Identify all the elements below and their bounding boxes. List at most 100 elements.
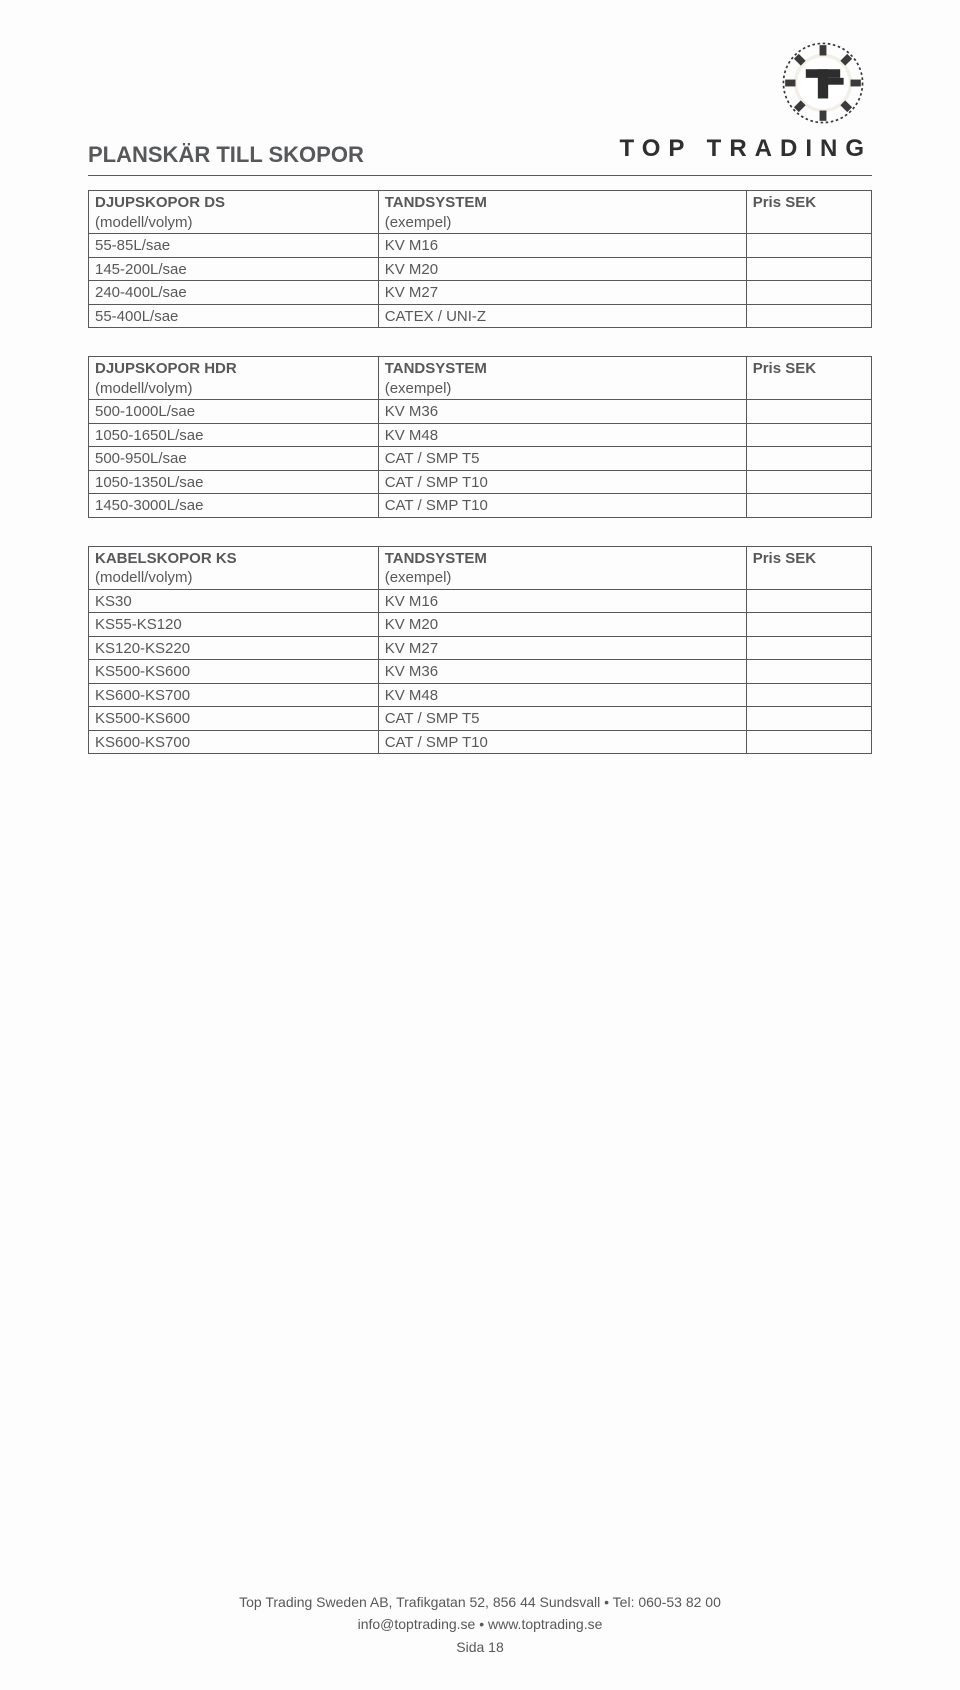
table-cell [746,660,871,684]
table-subheader-cell [746,213,871,234]
table-block: DJUPSKOPOR HDRTANDSYSTEMPris SEK(modell/… [88,356,872,518]
table-cell [746,707,871,731]
table-row: KS120-KS220KV M27 [89,636,872,660]
table-cell: KV M16 [378,234,746,258]
table-cell: KV M27 [378,636,746,660]
table-cell: KV M20 [378,257,746,281]
table-cell [746,423,871,447]
table-row: KS500-KS600CAT / SMP T5 [89,707,872,731]
table-cell [746,281,871,305]
page-footer: Top Trading Sweden AB, Trafikgatan 52, 8… [0,1591,960,1658]
table-subheader-cell: (modell/volym) [89,379,379,400]
footer-line-2: info@toptrading.se • www.toptrading.se [0,1613,960,1635]
table-cell: CAT / SMP T5 [378,707,746,731]
table-cell: CATEX / UNI-Z [378,304,746,328]
table-cell: 55-85L/sae [89,234,379,258]
table-row: 1050-1650L/saeKV M48 [89,423,872,447]
table-header-cell: Pris SEK [746,546,871,568]
title-underline [88,175,872,176]
table-cell: 1050-1650L/sae [89,423,379,447]
table-row: KS600-KS700CAT / SMP T10 [89,730,872,754]
table-header-cell: TANDSYSTEM [378,191,746,213]
table-subheader-cell: (modell/volym) [89,568,379,589]
table-row: KS500-KS600KV M36 [89,660,872,684]
table-cell [746,470,871,494]
table-header-cell: TANDSYSTEM [378,546,746,568]
table-subheader-cell [746,568,871,589]
table-cell: CAT / SMP T5 [378,447,746,471]
table-subheader-cell: (modell/volym) [89,213,379,234]
table-cell: CAT / SMP T10 [378,494,746,518]
table-cell [746,400,871,424]
table-subheader-cell: (exempel) [378,213,746,234]
table-header-cell: DJUPSKOPOR DS [89,191,379,213]
table-cell: KV M36 [378,660,746,684]
table-cell [746,636,871,660]
table-subheader-cell [746,379,871,400]
table-cell: KS500-KS600 [89,707,379,731]
table-subheader-row: (modell/volym)(exempel) [89,213,872,234]
table-cell: KV M48 [378,683,746,707]
table-subheader-cell: (exempel) [378,379,746,400]
table-row: 240-400L/saeKV M27 [89,281,872,305]
table-row: 55-85L/saeKV M16 [89,234,872,258]
table-subheader-row: (modell/volym)(exempel) [89,379,872,400]
brand-name: TOP TRADING [620,135,872,163]
data-table: KABELSKOPOR KSTANDSYSTEMPris SEK(modell/… [88,546,872,755]
table-cell: 145-200L/sae [89,257,379,281]
table-block: DJUPSKOPOR DSTANDSYSTEMPris SEK(modell/v… [88,190,872,328]
table-block: KABELSKOPOR KSTANDSYSTEMPris SEK(modell/… [88,546,872,755]
table-header-cell: Pris SEK [746,191,871,213]
table-cell [746,613,871,637]
table-subheader-row: (modell/volym)(exempel) [89,568,872,589]
table-cell: 1050-1350L/sae [89,470,379,494]
tables-container: DJUPSKOPOR DSTANDSYSTEMPris SEK(modell/v… [88,190,872,754]
table-cell [746,447,871,471]
table-cell: KV M20 [378,613,746,637]
table-cell: KS55-KS120 [89,613,379,637]
table-cell: KV M16 [378,589,746,613]
data-table: DJUPSKOPOR DSTANDSYSTEMPris SEK(modell/v… [88,190,872,328]
table-cell: CAT / SMP T10 [378,470,746,494]
table-row: 55-400L/saeCATEX / UNI-Z [89,304,872,328]
table-header-cell: Pris SEK [746,357,871,379]
table-row: 145-200L/saeKV M20 [89,257,872,281]
data-table: DJUPSKOPOR HDRTANDSYSTEMPris SEK(modell/… [88,356,872,518]
table-cell: KS30 [89,589,379,613]
table-cell [746,683,871,707]
table-cell [746,304,871,328]
badge-icon [780,40,866,126]
table-cell [746,730,871,754]
table-cell: CAT / SMP T10 [378,730,746,754]
table-cell: 55-400L/sae [89,304,379,328]
table-header-row: KABELSKOPOR KSTANDSYSTEMPris SEK [89,546,872,568]
table-cell: 500-950L/sae [89,447,379,471]
table-cell: 500-1000L/sae [89,400,379,424]
table-row: 1450-3000L/saeCAT / SMP T10 [89,494,872,518]
table-cell [746,234,871,258]
page-title: PLANSKÄR TILL SKOPOR [88,142,364,168]
table-header-cell: TANDSYSTEM [378,357,746,379]
table-row: 1050-1350L/saeCAT / SMP T10 [89,470,872,494]
table-header-row: DJUPSKOPOR HDRTANDSYSTEMPris SEK [89,357,872,379]
table-cell: KS600-KS700 [89,683,379,707]
table-row: KS30KV M16 [89,589,872,613]
table-cell: KS500-KS600 [89,660,379,684]
table-cell [746,589,871,613]
table-cell: 240-400L/sae [89,281,379,305]
table-header-row: DJUPSKOPOR DSTANDSYSTEMPris SEK [89,191,872,213]
table-cell: KV M36 [378,400,746,424]
table-cell: KS600-KS700 [89,730,379,754]
table-cell [746,494,871,518]
table-row: KS600-KS700KV M48 [89,683,872,707]
table-header-cell: DJUPSKOPOR HDR [89,357,379,379]
brand-logo: TOP TRADING [620,40,872,163]
footer-line-1: Top Trading Sweden AB, Trafikgatan 52, 8… [0,1591,960,1613]
table-row: KS55-KS120KV M20 [89,613,872,637]
page-header: TOP TRADING PLANSKÄR TILL SKOPOR [88,40,872,190]
table-cell: 1450-3000L/sae [89,494,379,518]
table-row: 500-1000L/saeKV M36 [89,400,872,424]
table-cell: KS120-KS220 [89,636,379,660]
table-row: 500-950L/saeCAT / SMP T5 [89,447,872,471]
table-cell [746,257,871,281]
